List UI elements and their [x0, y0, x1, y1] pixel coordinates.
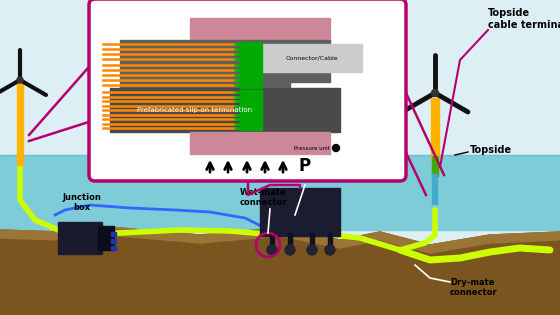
- Bar: [431, 98, 439, 158]
- Bar: [0, 155, 560, 230]
- Bar: [240, 90, 262, 130]
- Bar: [328, 233, 332, 251]
- Polygon shape: [200, 228, 280, 243]
- Bar: [98, 226, 114, 250]
- Bar: [111, 239, 116, 243]
- Polygon shape: [60, 228, 120, 240]
- Circle shape: [432, 89, 438, 96]
- Bar: [111, 246, 116, 250]
- Circle shape: [267, 245, 277, 255]
- Polygon shape: [120, 228, 200, 243]
- Bar: [262, 44, 362, 72]
- Bar: [240, 42, 262, 88]
- FancyBboxPatch shape: [89, 0, 406, 181]
- Text: Wet-mate
connector: Wet-mate connector: [239, 188, 287, 207]
- Circle shape: [333, 145, 339, 152]
- Text: P: P: [299, 157, 311, 175]
- Text: Topside: Topside: [470, 145, 512, 155]
- Polygon shape: [0, 228, 560, 315]
- Text: Connector/Cable: Connector/Cable: [286, 55, 338, 60]
- Polygon shape: [280, 228, 340, 248]
- Polygon shape: [0, 230, 60, 240]
- Bar: [58, 222, 102, 254]
- Bar: [190, 132, 330, 154]
- Circle shape: [285, 245, 295, 255]
- Bar: [190, 18, 330, 40]
- Text: Dry-mate
connector: Dry-mate connector: [450, 278, 498, 297]
- Bar: [111, 232, 116, 236]
- Circle shape: [17, 77, 23, 83]
- Text: Junction
box: Junction box: [63, 192, 101, 212]
- Text: Subsea
substation: Subsea substation: [281, 146, 339, 168]
- Polygon shape: [490, 232, 560, 243]
- Text: Prefabricated slip-on termination: Prefabricated slip-on termination: [137, 107, 253, 113]
- Polygon shape: [120, 40, 330, 90]
- Polygon shape: [430, 235, 490, 253]
- Text: Pressure unit: Pressure unit: [294, 146, 330, 151]
- Polygon shape: [380, 232, 430, 253]
- Circle shape: [325, 245, 335, 255]
- Bar: [288, 233, 292, 251]
- Bar: [432, 156, 438, 176]
- Bar: [270, 233, 274, 251]
- Circle shape: [307, 245, 317, 255]
- Bar: [432, 174, 437, 204]
- Polygon shape: [340, 232, 380, 248]
- Bar: [310, 233, 314, 251]
- Bar: [17, 80, 23, 165]
- Text: Topside
cable termination: Topside cable termination: [488, 8, 560, 30]
- Polygon shape: [110, 88, 340, 132]
- Bar: [260, 188, 340, 236]
